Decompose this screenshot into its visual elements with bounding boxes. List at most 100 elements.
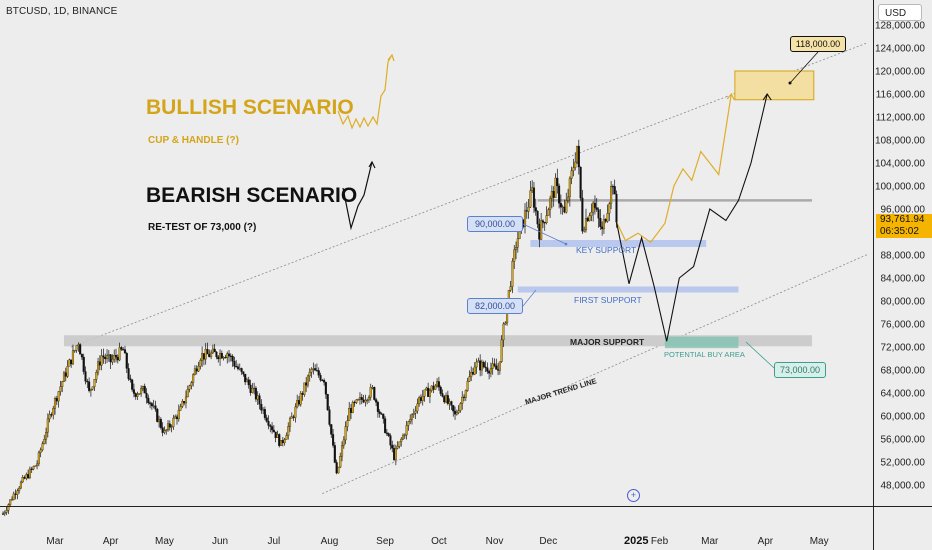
candle-body	[611, 186, 614, 188]
candle-body	[123, 349, 127, 354]
candle-body	[34, 465, 37, 467]
reset-chart-icon[interactable]: +	[627, 489, 640, 502]
candle-body	[5, 510, 8, 513]
candle-body	[43, 439, 46, 444]
candle-body	[575, 145, 579, 163]
candle-body	[254, 387, 257, 400]
candle-body	[421, 396, 424, 401]
candle-body	[233, 361, 236, 367]
candle-body	[559, 203, 562, 208]
candle-body	[445, 395, 448, 403]
candle-body	[401, 434, 405, 440]
candle-body	[403, 434, 406, 436]
candle-body	[495, 365, 498, 370]
candle-body	[45, 432, 48, 440]
candle-body	[274, 431, 277, 438]
candle-body	[434, 385, 437, 390]
candle-body	[97, 361, 100, 373]
candle-body	[197, 366, 200, 372]
candle-body	[556, 177, 559, 187]
candle-body	[174, 416, 177, 419]
candle-body	[511, 261, 514, 287]
candle-body	[590, 211, 593, 216]
candle-body	[64, 372, 67, 377]
candle-body	[272, 429, 275, 433]
candle-body	[68, 359, 71, 367]
candle-body	[568, 178, 571, 198]
candle-body	[262, 409, 265, 411]
candle-body	[514, 247, 518, 251]
candle-body	[152, 405, 155, 407]
currency-button[interactable]: USD	[878, 4, 922, 21]
candle-body	[317, 370, 320, 376]
candle-body	[314, 368, 317, 371]
candle-body	[206, 349, 209, 355]
candle-body	[242, 371, 245, 375]
candle-body	[602, 219, 605, 230]
candle-body	[570, 170, 573, 179]
candle-body	[168, 423, 171, 428]
candle-body	[89, 389, 92, 391]
bearish-scenario-subtitle: RE-TEST OF 73,000 (?)	[148, 222, 257, 233]
candle-body	[136, 394, 139, 397]
price-callout-118000: 118,000.00	[790, 36, 846, 52]
candle-body	[615, 193, 618, 223]
candle-body	[453, 410, 457, 415]
candle-body	[610, 186, 613, 204]
candle-body	[373, 387, 376, 400]
candle-body	[269, 425, 272, 427]
candle-body	[393, 448, 396, 460]
candle-body	[105, 355, 109, 360]
candle-body	[382, 413, 385, 419]
candle-body	[321, 379, 324, 382]
y-tick-label: 84,000.00	[881, 274, 926, 285]
x-tick-label: Jun	[212, 536, 228, 547]
candle-body	[236, 366, 240, 370]
candle-body	[192, 374, 195, 383]
y-tick-label: 72,000.00	[881, 343, 926, 354]
x-tick-label: Sep	[376, 536, 394, 547]
candle-body	[52, 408, 55, 416]
candle-body	[579, 166, 582, 199]
candle-body	[235, 366, 238, 368]
time-axis[interactable]: Mar Apr May Jun Jul Aug Sep Oct Nov Dec Feb Mar Apr M…	[0, 506, 932, 548]
candle-body	[489, 368, 492, 374]
x-tick-label: Nov	[486, 536, 504, 547]
candle-body	[410, 414, 414, 420]
candle-body	[545, 215, 548, 224]
candle-body	[324, 382, 327, 395]
y-tick-label: 96,000.00	[881, 205, 926, 216]
candle-body	[278, 434, 281, 446]
major-support-band	[63, 335, 813, 347]
candle-body	[131, 379, 134, 390]
candle-body	[59, 386, 62, 392]
candle-body	[114, 355, 118, 358]
candle-body	[389, 435, 392, 446]
candle-body	[245, 379, 249, 383]
y-tick-label: 56,000.00	[881, 435, 926, 446]
candle-body	[188, 385, 191, 390]
candle-body	[122, 349, 125, 351]
y-tick-label: 48,000.00	[881, 481, 926, 492]
candle-body	[572, 167, 575, 172]
candle-body	[75, 345, 78, 351]
channel-line	[322, 277, 814, 494]
candle-body	[419, 397, 423, 401]
candle-body	[581, 197, 584, 232]
candle-body	[170, 426, 173, 428]
candle-body	[109, 354, 112, 363]
candle-body	[215, 351, 218, 358]
candle-body	[450, 401, 453, 406]
x-tick-label: May	[810, 536, 829, 547]
symbol-title[interactable]: BTCUSD, 1D, BINANCE	[6, 6, 118, 17]
candle-body	[116, 356, 119, 361]
candle-body	[183, 401, 186, 404]
candle-body	[129, 378, 132, 381]
candle-body	[267, 421, 270, 426]
candle-body	[143, 386, 146, 394]
x-tick-label: Feb	[651, 536, 669, 547]
x-tick-label: Apr	[758, 536, 774, 547]
candle-body	[251, 388, 254, 393]
price-axis[interactable]: 48,000.00 52,000.00 56,000.00 60,000.00 64,0…	[873, 0, 932, 550]
